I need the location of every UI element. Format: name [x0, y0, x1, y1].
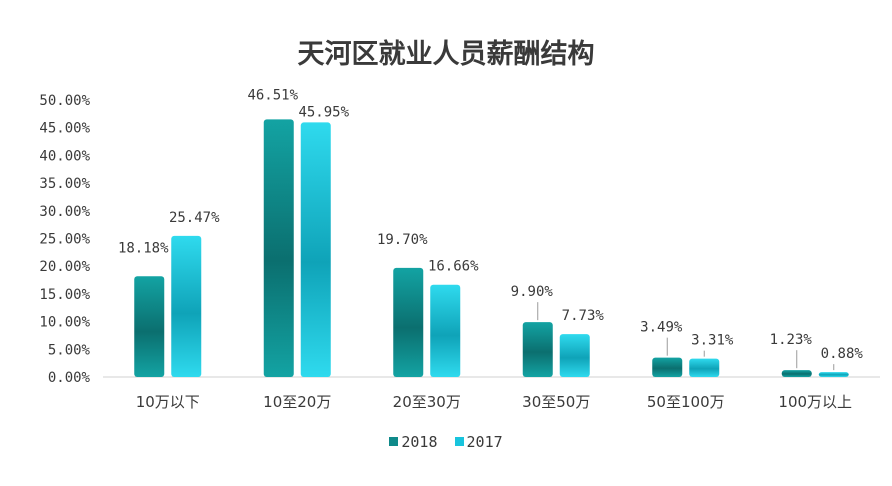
legend-item-2017: 2017 — [454, 432, 503, 451]
y-tick-label: 30.00% — [39, 204, 90, 220]
y-tick-label: 25.00% — [39, 232, 90, 248]
x-tick-label: 10至20万 — [263, 393, 331, 411]
data-label-2017: 25.47% — [169, 210, 220, 226]
bar-2017 — [430, 284, 461, 377]
bar-2017 — [300, 122, 331, 377]
y-tick-label: 5.00% — [48, 342, 91, 358]
y-tick-label: 50.00% — [39, 93, 90, 109]
data-label-2017: 7.73% — [562, 308, 605, 324]
bar-2018 — [393, 267, 424, 377]
data-label-2018: 1.23% — [770, 332, 813, 348]
bar-2018 — [522, 322, 553, 377]
y-tick-label: 0.00% — [48, 370, 91, 386]
bar-2017 — [689, 358, 720, 377]
data-label-2018: 9.90% — [511, 284, 554, 300]
bar-2017 — [559, 334, 590, 377]
bar-2018 — [263, 119, 294, 378]
legend: 2018 2017 — [0, 432, 892, 451]
x-tick-label: 20至30万 — [393, 393, 461, 411]
legend-label-2018: 2018 — [401, 432, 438, 451]
data-label-2017: 16.66% — [428, 259, 479, 275]
y-tick-label: 40.00% — [39, 148, 90, 164]
bar-2018 — [134, 276, 165, 377]
data-label-2017: 45.95% — [298, 104, 349, 120]
y-tick-label: 45.00% — [39, 121, 90, 137]
data-label-2018: 18.18% — [118, 240, 169, 256]
y-tick-label: 15.00% — [39, 287, 90, 303]
y-tick-label: 35.00% — [39, 176, 90, 192]
data-label-2018: 19.70% — [377, 232, 428, 248]
x-tick-label: 50至100万 — [647, 393, 725, 411]
bar-2018 — [652, 357, 683, 377]
legend-item-2018: 2018 — [389, 433, 437, 451]
bar-2017 — [171, 235, 202, 377]
y-tick-label: 20.00% — [39, 259, 90, 275]
x-tick-label: 100万以上 — [778, 393, 852, 411]
x-tick-label: 30至50万 — [522, 393, 590, 411]
legend-swatch-2017 — [454, 437, 464, 446]
y-tick-label: 10.00% — [39, 315, 90, 331]
legend-label-2017: 2017 — [466, 432, 503, 451]
data-label-2017: 0.88% — [821, 346, 864, 362]
bar-2017 — [818, 372, 849, 377]
chart-title: 天河区就业人员薪酬结构 — [297, 39, 595, 70]
data-label-2018: 3.49% — [640, 320, 683, 336]
legend-swatch-2018 — [389, 437, 399, 446]
data-label-2018: 46.51% — [247, 87, 298, 103]
x-tick-label: 10万以下 — [136, 393, 200, 411]
bar-2018 — [781, 370, 812, 377]
data-label-2017: 3.31% — [691, 333, 734, 349]
